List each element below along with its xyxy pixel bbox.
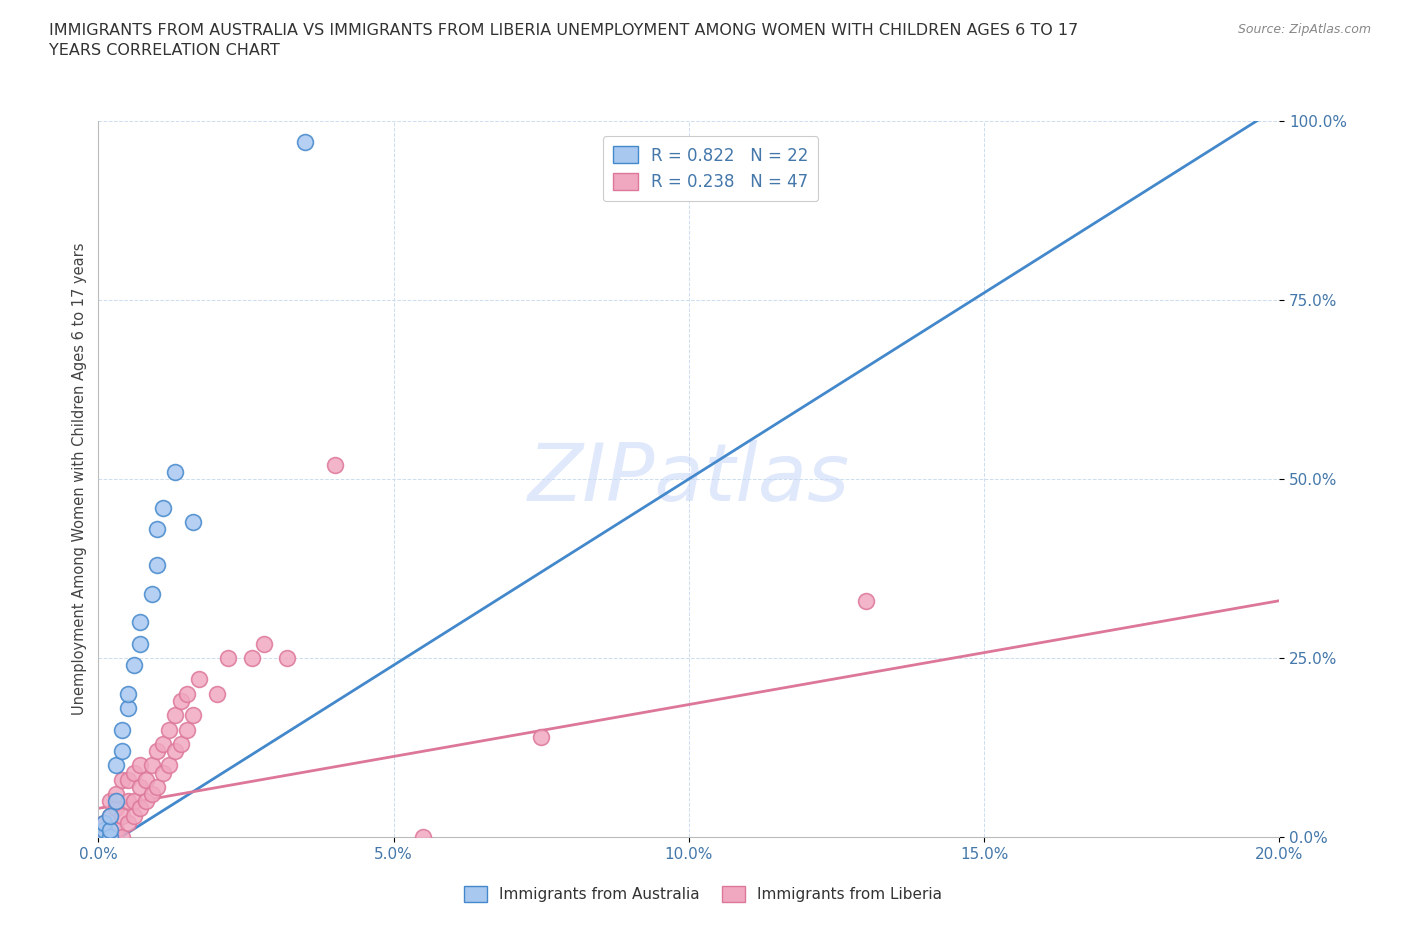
Point: [187, 672, 209, 687]
Point: [128, 636, 150, 651]
Text: Source: ZipAtlas.com: Source: ZipAtlas.com: [1237, 23, 1371, 36]
Point: [111, 744, 134, 759]
Y-axis label: Unemployment Among Women with Children Ages 6 to 17 years: Unemployment Among Women with Children A…: [72, 243, 87, 715]
Point: [128, 779, 150, 794]
Point: [128, 801, 150, 816]
Point: [146, 744, 169, 759]
Point: [122, 658, 145, 672]
Point: [117, 686, 139, 701]
Point: [205, 686, 228, 701]
Point: [165, 708, 187, 723]
Point: [152, 765, 174, 780]
Point: [111, 772, 134, 787]
Point: [128, 615, 150, 630]
Point: [294, 135, 316, 150]
Point: [141, 586, 163, 601]
Text: IMMIGRANTS FROM AUSTRALIA VS IMMIGRANTS FROM LIBERIA UNEMPLOYMENT AMONG WOMEN WI: IMMIGRANTS FROM AUSTRALIA VS IMMIGRANTS …: [49, 23, 1078, 58]
Point: [105, 822, 128, 837]
Point: [135, 772, 157, 787]
Text: ZIPatlas: ZIPatlas: [527, 440, 851, 518]
Legend: Immigrants from Australia, Immigrants from Liberia: Immigrants from Australia, Immigrants fr…: [457, 880, 949, 909]
Point: [152, 737, 174, 751]
Point: [176, 722, 198, 737]
Point: [135, 794, 157, 809]
Point: [105, 801, 128, 816]
Point: [146, 557, 169, 572]
Point: [122, 808, 145, 823]
Point: [165, 464, 187, 479]
Point: [93, 830, 115, 844]
Point: [111, 830, 134, 844]
Point: [253, 636, 276, 651]
Point: [105, 787, 128, 802]
Point: [111, 808, 134, 823]
Point: [117, 816, 139, 830]
Point: [170, 737, 193, 751]
Point: [157, 758, 180, 773]
Point: [181, 514, 204, 529]
Point: [128, 758, 150, 773]
Point: [117, 772, 139, 787]
Point: [111, 722, 134, 737]
Point: [98, 808, 121, 823]
Point: [276, 651, 298, 666]
Point: [122, 765, 145, 780]
Point: [217, 651, 239, 666]
Point: [146, 522, 169, 537]
Point: [170, 694, 193, 709]
Point: [181, 708, 204, 723]
Point: [117, 700, 139, 715]
Point: [98, 794, 121, 809]
Point: [93, 830, 115, 844]
Point: [157, 722, 180, 737]
Point: [152, 500, 174, 515]
Point: [412, 830, 434, 844]
Point: [105, 758, 128, 773]
Point: [240, 651, 263, 666]
Point: [98, 830, 121, 844]
Point: [117, 794, 139, 809]
Point: [530, 729, 553, 744]
Point: [93, 816, 115, 830]
Point: [176, 686, 198, 701]
Point: [141, 758, 163, 773]
Point: [141, 787, 163, 802]
Point: [855, 593, 877, 608]
Point: [98, 830, 121, 844]
Legend: R = 0.822   N = 22, R = 0.238   N = 47: R = 0.822 N = 22, R = 0.238 N = 47: [603, 137, 818, 201]
Point: [165, 744, 187, 759]
Point: [105, 794, 128, 809]
Point: [146, 779, 169, 794]
Point: [93, 816, 115, 830]
Point: [98, 808, 121, 823]
Point: [323, 458, 346, 472]
Point: [122, 794, 145, 809]
Point: [98, 822, 121, 837]
Point: [93, 822, 115, 837]
